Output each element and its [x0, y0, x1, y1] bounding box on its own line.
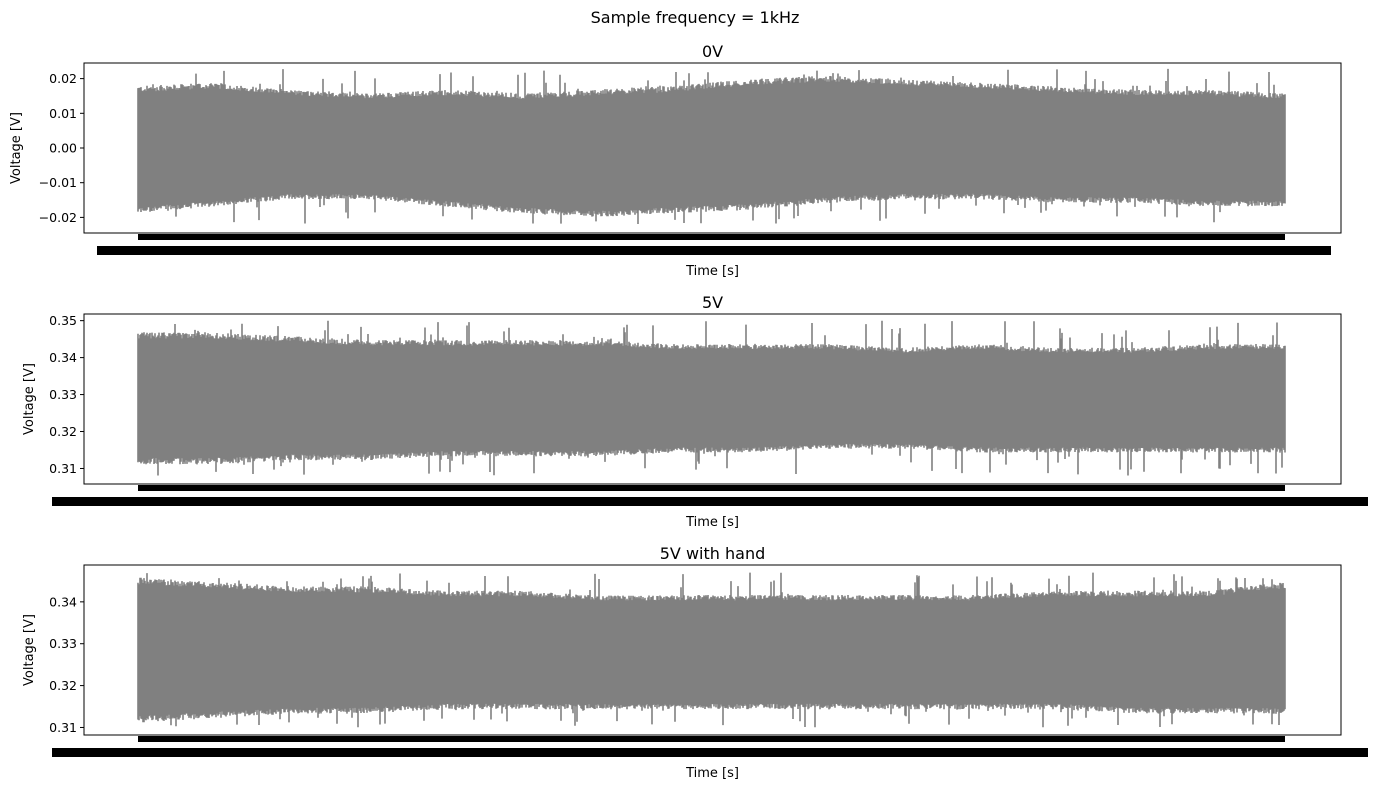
y-tick-label: 0.00: [49, 141, 77, 156]
x-tick-labels-overlap: [52, 497, 1368, 506]
x-tick-labels-overlap: [97, 246, 1331, 255]
axes-frame: [83, 564, 1342, 736]
x-tick-marks: [138, 736, 1285, 742]
subplot-title: 5V with hand: [660, 544, 765, 563]
signal-trace: [137, 572, 1286, 728]
y-tick-label: 0.34: [49, 594, 77, 609]
subplot-2: 5V 0.31 0.32 0.33 0.34 0.35 Time [s] Voltage [V…: [22, 293, 1368, 530]
y-tick-label: −0.01: [39, 175, 77, 190]
y-tick-label: −0.02: [39, 210, 77, 225]
x-tick-labels-overlap: [52, 748, 1368, 757]
y-tick-label: 0.34: [49, 350, 77, 365]
subplot-title: 5V: [702, 293, 723, 312]
signal-trace: [137, 68, 1286, 224]
x-axis-label: Time [s]: [685, 515, 739, 530]
y-tick-label: 0.02: [49, 71, 77, 86]
y-axis-label: Voltage [V]: [9, 112, 24, 184]
y-tick-label: 0.35: [49, 313, 77, 328]
y-tick-label: 0.32: [49, 678, 77, 693]
subplot-title: 0V: [702, 42, 723, 61]
y-tick-label: 0.32: [49, 424, 77, 439]
x-axis-label: Time [s]: [685, 766, 739, 781]
x-axis-label: Time [s]: [685, 264, 739, 279]
y-tick-label: 0.31: [49, 720, 77, 735]
x-tick-marks: [138, 485, 1285, 491]
y-tick-label: 0.33: [49, 636, 77, 651]
y-tick-label: 0.33: [49, 387, 77, 402]
y-axis-label: Voltage [V]: [22, 363, 37, 435]
y-axis-label: Voltage [V]: [22, 614, 37, 686]
figure-suptitle: Sample frequency = 1kHz: [591, 8, 800, 27]
signal-trace: [137, 320, 1286, 476]
y-tick-label: 0.01: [49, 106, 77, 121]
axes-frame: [83, 313, 1342, 485]
subplot-1: 0V −0.02 −0.01 0.00 0.01 0.02 Time [s] Voltage …: [9, 42, 1342, 279]
y-tick-label: 0.31: [49, 461, 77, 476]
subplot-3: 5V with hand 0.31 0.32 0.33 0.34 Time [s] Volt…: [22, 544, 1368, 781]
x-tick-marks: [138, 234, 1285, 240]
